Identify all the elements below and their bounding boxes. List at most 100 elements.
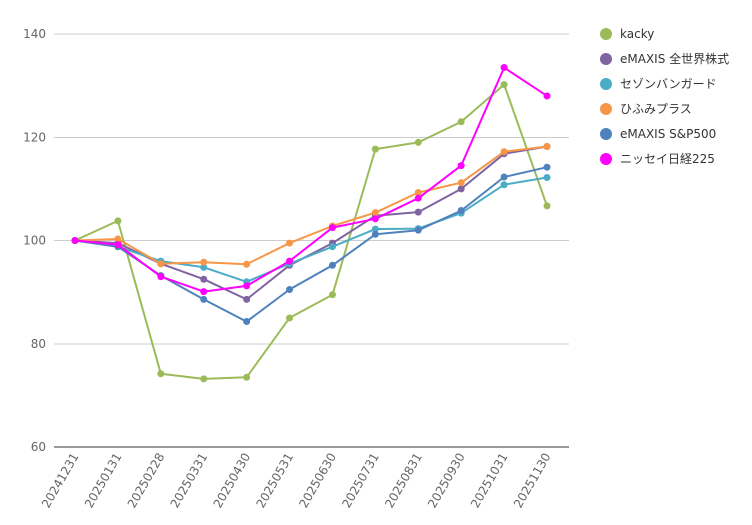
legend-item: ニッセイ日経225 bbox=[600, 152, 715, 166]
legend-label: eMAXIS S&P500 bbox=[620, 127, 716, 141]
x-tick-label: 20250831 bbox=[382, 451, 425, 511]
data-point bbox=[457, 118, 465, 126]
series bbox=[71, 64, 551, 296]
legend-item: ひふみプラス bbox=[600, 102, 692, 116]
data-point bbox=[328, 291, 336, 299]
legend-label: ニッセイ日経225 bbox=[620, 152, 715, 166]
legend-marker bbox=[600, 28, 612, 40]
y-tick-label: 60 bbox=[31, 440, 46, 454]
x-tick-label: 20250930 bbox=[425, 451, 468, 511]
data-point bbox=[114, 241, 122, 249]
data-point bbox=[200, 275, 208, 283]
x-tick-label: 20241231 bbox=[39, 451, 82, 511]
data-point bbox=[328, 261, 336, 269]
y-tick-label: 140 bbox=[23, 27, 46, 41]
data-point bbox=[457, 185, 465, 193]
x-tick-label: 20250531 bbox=[253, 451, 296, 511]
data-point bbox=[500, 148, 508, 156]
legend-item: eMAXIS S&P500 bbox=[600, 127, 716, 141]
series-line bbox=[74, 66, 548, 293]
legend-item: eMAXIS 全世界株式 bbox=[600, 51, 729, 66]
series bbox=[71, 81, 551, 383]
legend-marker bbox=[600, 53, 612, 65]
data-point bbox=[371, 230, 379, 238]
legend-marker bbox=[600, 153, 612, 165]
data-point bbox=[371, 225, 379, 233]
data-point bbox=[543, 92, 551, 100]
y-tick-label: 80 bbox=[31, 337, 46, 351]
data-point bbox=[243, 373, 251, 381]
data-point bbox=[243, 282, 251, 290]
x-tick-label: 20250131 bbox=[82, 451, 125, 511]
data-point bbox=[243, 260, 251, 268]
legend-label: セゾンバンガード bbox=[620, 77, 717, 91]
data-point bbox=[286, 286, 294, 294]
series bbox=[71, 143, 551, 303]
data-point bbox=[414, 138, 422, 146]
data-point bbox=[500, 181, 508, 189]
data-point bbox=[200, 288, 208, 296]
data-point bbox=[414, 208, 422, 216]
legend-item: kacky bbox=[600, 27, 654, 41]
data-point bbox=[200, 258, 208, 266]
data-point bbox=[200, 375, 208, 383]
legend-marker bbox=[600, 78, 612, 90]
x-tick-label: 20250228 bbox=[125, 451, 168, 511]
x-axis-ticks: 20241231 20250131 20250228 20250331 20250430… bbox=[39, 451, 554, 511]
x-tick-label: 20250731 bbox=[339, 451, 382, 511]
data-point bbox=[371, 215, 379, 223]
series-line bbox=[74, 145, 548, 266]
x-tick-label: 20250630 bbox=[296, 451, 339, 511]
data-point bbox=[286, 314, 294, 322]
data-point bbox=[71, 237, 79, 244]
data-point bbox=[457, 207, 465, 215]
legend-label: eMAXIS 全世界株式 bbox=[620, 51, 729, 66]
data-point bbox=[328, 224, 336, 232]
series bbox=[71, 143, 551, 268]
data-point bbox=[457, 162, 465, 170]
data-point bbox=[200, 295, 208, 303]
data-point bbox=[371, 209, 379, 217]
data-point bbox=[543, 202, 551, 210]
data-point bbox=[414, 188, 422, 196]
data-point bbox=[414, 226, 422, 234]
series bbox=[71, 174, 551, 286]
data-point bbox=[114, 217, 122, 225]
data-point bbox=[457, 179, 465, 187]
data-point bbox=[157, 370, 165, 378]
data-point bbox=[500, 81, 508, 89]
data-point bbox=[543, 163, 551, 171]
x-tick-label: 20250331 bbox=[168, 451, 211, 511]
data-point bbox=[243, 318, 251, 326]
data-point bbox=[500, 173, 508, 181]
data-point bbox=[157, 273, 165, 281]
data-point bbox=[500, 64, 508, 72]
x-tick-label: 20251130 bbox=[511, 451, 554, 511]
data-point bbox=[286, 257, 294, 265]
data-point bbox=[243, 295, 251, 303]
data-point bbox=[414, 194, 422, 202]
legend-label: kacky bbox=[620, 27, 654, 41]
x-tick-label: 20250430 bbox=[211, 451, 254, 511]
series-lines bbox=[71, 64, 551, 383]
y-tick-label: 120 bbox=[23, 130, 46, 144]
legend-marker bbox=[600, 103, 612, 115]
legend-item: セゾンバンガード bbox=[600, 77, 717, 91]
legend-label: ひふみプラス bbox=[620, 102, 692, 116]
y-axis-ticks: 60 80 100 120 140 bbox=[23, 27, 46, 454]
legend-marker bbox=[600, 128, 612, 140]
data-point bbox=[543, 143, 551, 151]
data-point bbox=[157, 260, 165, 268]
data-point bbox=[200, 263, 208, 271]
grid bbox=[54, 33, 569, 448]
series-line bbox=[74, 83, 548, 380]
y-tick-label: 100 bbox=[23, 234, 46, 248]
data-point bbox=[114, 235, 122, 243]
data-point bbox=[543, 174, 551, 182]
data-point bbox=[371, 145, 379, 153]
data-point bbox=[328, 243, 336, 251]
data-point bbox=[286, 239, 294, 247]
x-tick-label: 20251031 bbox=[468, 451, 511, 511]
